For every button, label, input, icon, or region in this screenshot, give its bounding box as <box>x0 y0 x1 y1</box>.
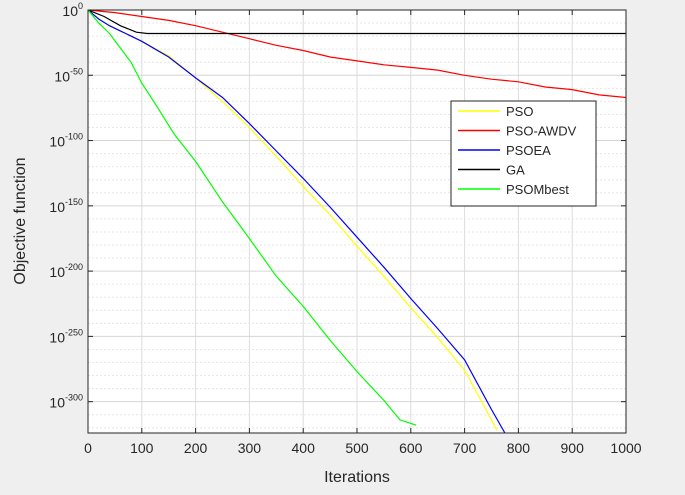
x-tick-label: 300 <box>238 440 262 456</box>
legend-label-psoea: PSOEA <box>506 143 551 158</box>
y-tick-label: 10-150 <box>49 197 83 215</box>
x-ticks: 0 100 200 300 400 500 600 700 800 900 1000 <box>84 10 642 456</box>
x-tick-label: 800 <box>507 440 531 456</box>
x-tick-label: 400 <box>292 440 316 456</box>
legend-label-pso: PSO <box>506 104 533 119</box>
series-lines <box>88 10 626 433</box>
y-axis-label: Objective function <box>12 157 29 284</box>
legend-label-ga: GA <box>506 163 525 178</box>
y-tick-label: 10-300 <box>49 393 83 411</box>
legend-label-psombest: PSOMbest <box>506 182 569 197</box>
x-axis-label: Iterations <box>324 469 390 486</box>
series-line-pso-awdv <box>88 10 626 99</box>
x-tick-label: 200 <box>184 440 208 456</box>
y-tick-label: 10-50 <box>54 66 83 84</box>
x-tick-label: 100 <box>130 440 154 456</box>
grid <box>87 9 627 433</box>
y-tick-label: 10-100 <box>49 132 83 150</box>
x-tick-label: 600 <box>399 440 423 456</box>
x-tick-label: 1000 <box>610 440 641 456</box>
legend: PSO PSO-AWDV PSOEA GA PSOMbest <box>450 100 597 207</box>
series-line-psombest <box>88 10 417 426</box>
x-tick-label: 700 <box>453 440 477 456</box>
legend-label-pso-awdv: PSO-AWDV <box>506 124 577 139</box>
series-line-psoea <box>88 10 506 433</box>
y-tick-label: 100 <box>62 1 83 19</box>
x-tick-label: 0 <box>84 440 92 456</box>
y-tick-label: 10-200 <box>49 262 83 280</box>
y-ticks: 100 10-50 10-100 10-150 10-200 10-250 10-300 <box>49 1 626 411</box>
x-tick-label: 500 <box>345 440 369 456</box>
y-tick-label: 10-250 <box>49 327 83 345</box>
x-tick-label: 900 <box>561 440 585 456</box>
series-line-ga <box>88 10 626 35</box>
